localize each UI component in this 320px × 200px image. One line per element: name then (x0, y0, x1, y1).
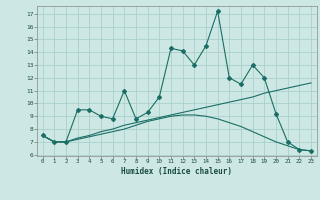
X-axis label: Humidex (Indice chaleur): Humidex (Indice chaleur) (121, 167, 232, 176)
